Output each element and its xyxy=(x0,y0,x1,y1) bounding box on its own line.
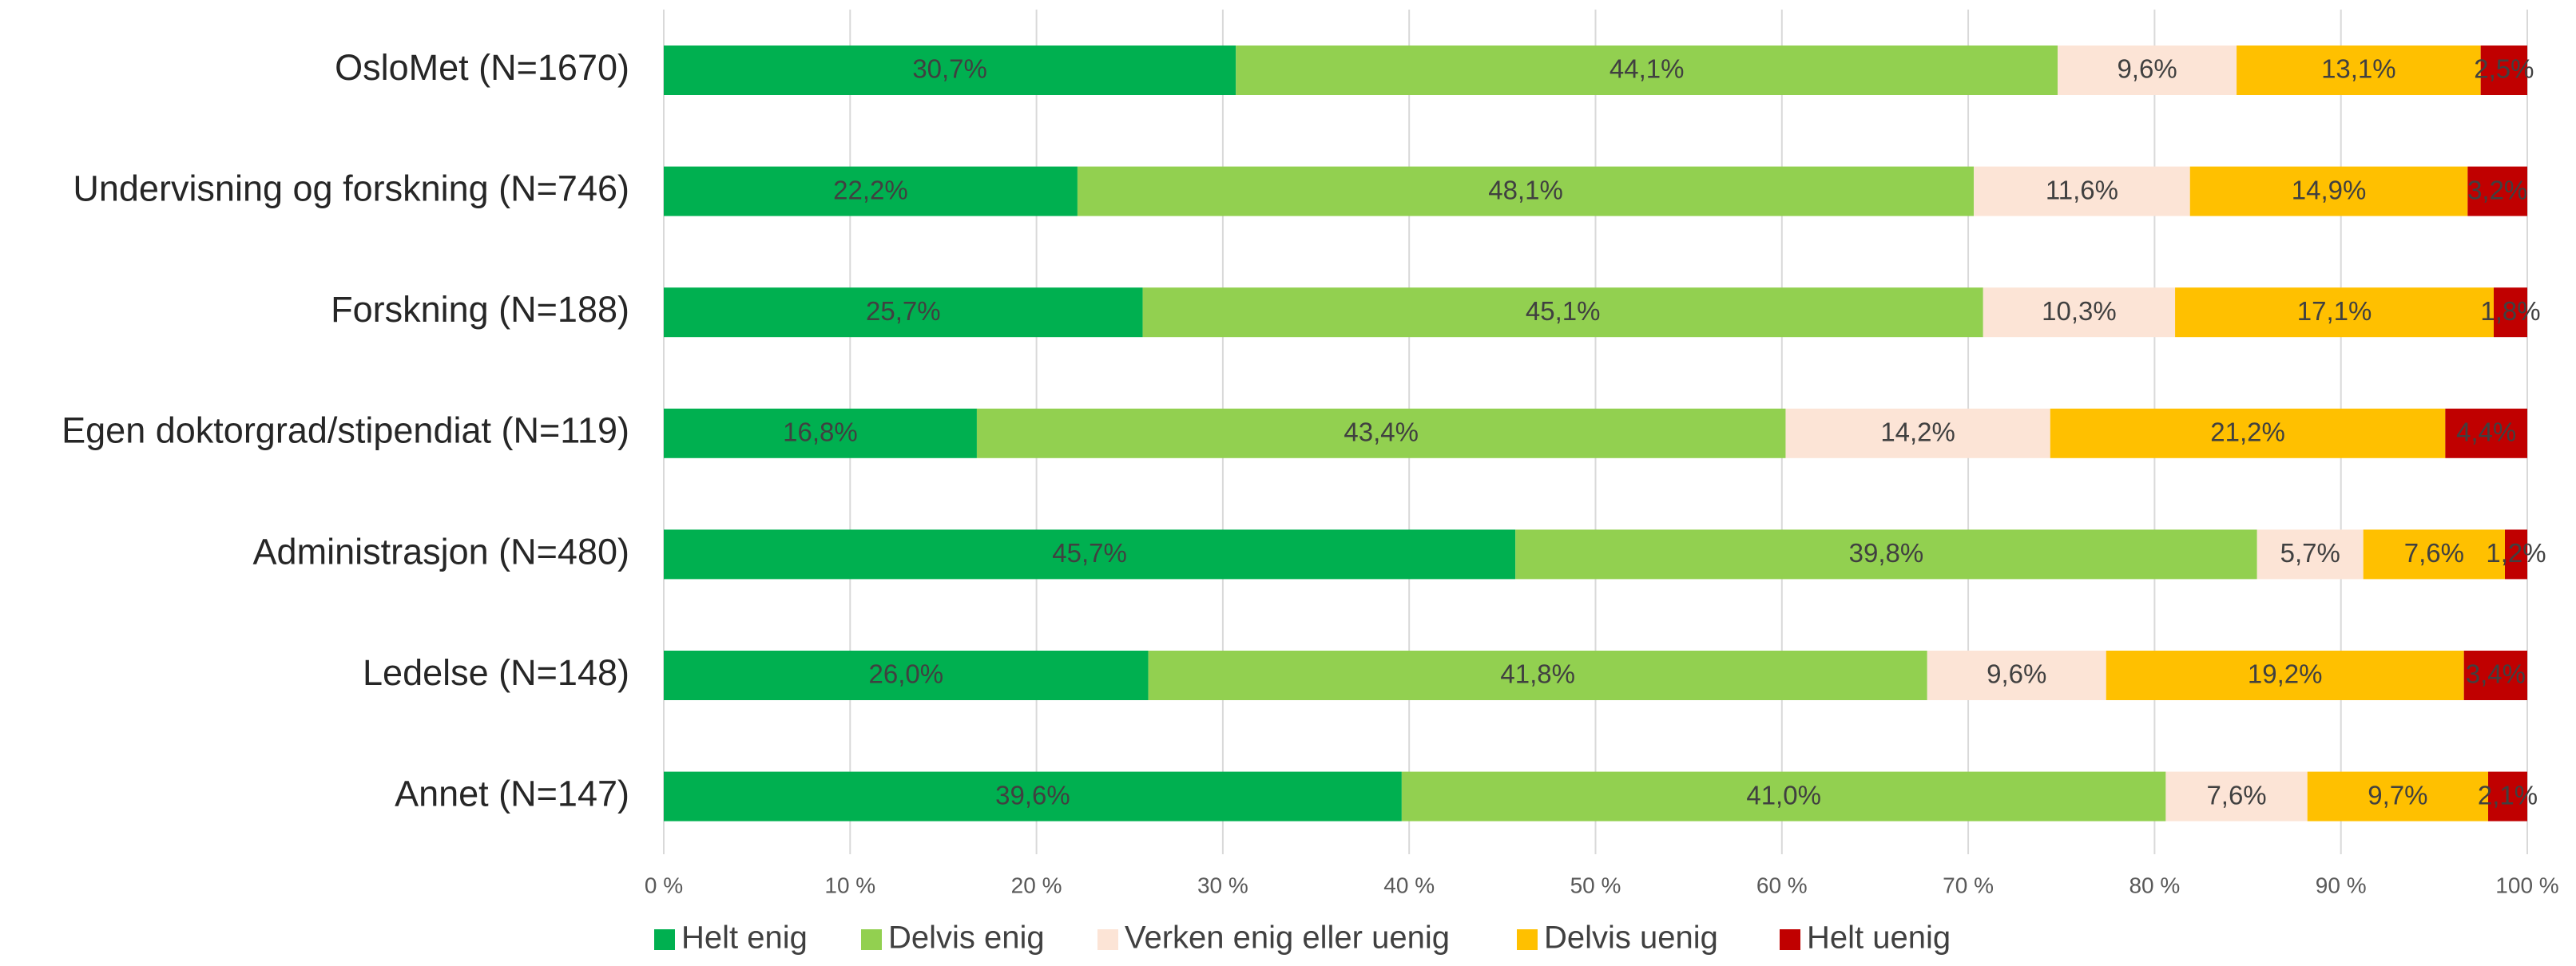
value-label: 26,0% xyxy=(869,659,944,689)
x-tick-label: 50 % xyxy=(1570,873,1621,897)
bar-segment xyxy=(664,46,1236,95)
x-tick-label: 10 % xyxy=(824,873,875,897)
value-label: 9,7% xyxy=(2368,780,2427,810)
value-label: 41,0% xyxy=(1746,780,1821,810)
bar-segment xyxy=(664,651,1149,700)
legend-label: Delvis uenig xyxy=(1544,920,1718,956)
value-label: 16,8% xyxy=(783,418,858,447)
bar-segment xyxy=(2165,771,2308,821)
bar-segment xyxy=(2488,771,2527,821)
category-label: Annet (N=147) xyxy=(395,773,629,814)
value-label: 48,1% xyxy=(1488,175,1563,204)
value-label: 14,2% xyxy=(1880,418,1955,447)
category-label: Administrasjon (N=480) xyxy=(253,531,629,572)
bar-segment xyxy=(2467,166,2527,216)
x-tick-label: 40 % xyxy=(1383,873,1435,897)
value-label: 22,2% xyxy=(833,175,908,204)
bar-segment xyxy=(2363,529,2506,580)
bar-segment xyxy=(2050,408,2446,458)
bar-segment xyxy=(2106,651,2464,700)
value-label: 17,1% xyxy=(2297,296,2372,326)
bar-segment xyxy=(2175,287,2495,338)
bar-segment xyxy=(1148,651,1927,700)
value-label: 19,2% xyxy=(2248,659,2323,689)
value-label: 43,4% xyxy=(1344,418,1419,447)
value-label: 45,1% xyxy=(1526,296,1601,326)
bar-segment xyxy=(1515,529,2257,580)
bar-segment xyxy=(2058,46,2237,95)
category-label: Ledelse (N=148) xyxy=(363,652,629,693)
value-label: 7,6% xyxy=(2404,538,2464,568)
x-tick-label: 80 % xyxy=(2129,873,2180,897)
value-label: 13,1% xyxy=(2321,54,2396,84)
bar-segment xyxy=(2237,46,2481,95)
bar-segment xyxy=(1974,166,2190,216)
x-tick-label: 30 % xyxy=(1197,873,1248,897)
value-label: 44,1% xyxy=(1610,54,1685,84)
x-tick-label: 0 % xyxy=(645,873,683,897)
value-label: 3,4% xyxy=(2466,659,2526,689)
legend-label: Delvis enig xyxy=(888,920,1045,956)
x-tick-label: 100 % xyxy=(2495,873,2558,897)
value-label: 5,7% xyxy=(2280,538,2340,568)
value-label: 30,7% xyxy=(912,54,987,84)
legend-swatch xyxy=(1097,929,1118,950)
value-label: 2,1% xyxy=(2478,780,2538,810)
legend-label: Helt uenig xyxy=(1807,920,1951,956)
value-label: 39,8% xyxy=(1849,538,1924,568)
category-label: Forskning (N=188) xyxy=(331,289,629,330)
bar-segment xyxy=(664,408,977,458)
legend-swatch xyxy=(1780,929,1800,950)
bar-segment xyxy=(976,408,1786,458)
value-label: 3,2% xyxy=(2467,175,2527,204)
value-label: 9,6% xyxy=(2117,54,2177,84)
legend-swatch xyxy=(654,929,675,950)
bar-segment xyxy=(664,287,1143,338)
value-label: 4,4% xyxy=(2456,418,2516,447)
bar-segment xyxy=(2494,287,2527,338)
value-label: 1,8% xyxy=(2480,296,2540,326)
legend-label: Verken enig eller uenig xyxy=(1125,920,1450,956)
bar-segment xyxy=(2256,529,2364,580)
bar-segment xyxy=(664,166,1078,216)
bar-segment xyxy=(1927,651,2106,700)
x-tick-label: 20 % xyxy=(1011,873,1062,897)
value-label: 7,6% xyxy=(2206,780,2266,810)
legend-swatch xyxy=(861,929,882,950)
legend-label: Helt enig xyxy=(681,920,808,956)
value-label: 2,5% xyxy=(2474,54,2534,84)
value-label: 14,9% xyxy=(2292,175,2367,204)
value-label: 10,3% xyxy=(2042,296,2117,326)
category-label: Undervisning og forskning (N=746) xyxy=(73,168,629,208)
bar-segment xyxy=(2189,166,2468,216)
value-label: 11,6% xyxy=(2046,175,2118,204)
category-label: Egen doktorgrad/stipendiat (N=119) xyxy=(62,410,629,451)
bar-segment xyxy=(664,771,1402,821)
legend-swatch xyxy=(1517,929,1538,950)
value-label: 9,6% xyxy=(1987,659,2046,689)
x-tick-label: 90 % xyxy=(2316,873,2367,897)
bar-segment xyxy=(1142,287,1983,338)
bar-segment xyxy=(1785,408,2050,458)
value-label: 21,2% xyxy=(2210,418,2285,447)
value-label: 41,8% xyxy=(1500,659,1575,689)
value-label: 1,2% xyxy=(2486,538,2546,568)
x-tick-label: 60 % xyxy=(1756,873,1808,897)
bar-segment xyxy=(2463,651,2527,700)
bar-segment xyxy=(1236,46,2058,95)
bar-segment xyxy=(1077,166,1975,216)
x-tick-label: 70 % xyxy=(1943,873,1994,897)
bar-segment xyxy=(664,529,1516,580)
value-label: 25,7% xyxy=(866,296,941,326)
bar-segment xyxy=(2307,771,2489,821)
bar-segment xyxy=(1401,771,2166,821)
category-label: OsloMet (N=1670) xyxy=(335,47,629,88)
value-label: 45,7% xyxy=(1052,538,1127,568)
bar-segment xyxy=(2445,408,2527,458)
bar-segment xyxy=(2480,46,2527,95)
bar-segment xyxy=(2505,529,2527,580)
bar-segment xyxy=(1983,287,2176,338)
value-label: 39,6% xyxy=(995,780,1070,810)
